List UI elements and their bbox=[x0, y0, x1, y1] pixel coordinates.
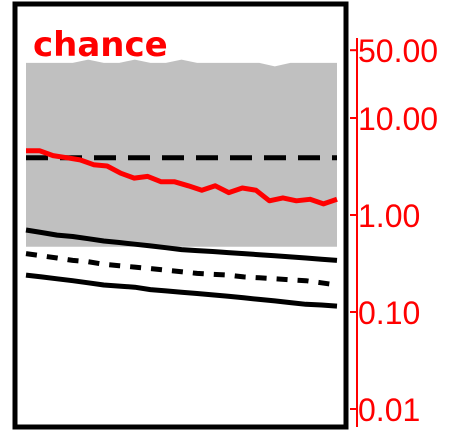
y-axis-ticks: 50.00 10.00 1.00 0.10 0.01 bbox=[350, 33, 438, 428]
plot-area bbox=[25, 59, 338, 309]
y-tick-label: 50.00 bbox=[358, 33, 438, 69]
y-tick-label: 1.00 bbox=[358, 198, 420, 234]
black-dotted-line-series-4 bbox=[25, 251, 338, 288]
black-solid-line-series-5 bbox=[25, 272, 338, 309]
chance-band bbox=[26, 59, 337, 247]
chart-title: chance bbox=[33, 25, 168, 65]
red-solid-line-series-2 bbox=[26, 148, 338, 207]
y-tick-label: 10.00 bbox=[358, 101, 438, 137]
plot-frame bbox=[12, 1, 349, 430]
y-tick-label: 0.10 bbox=[358, 295, 420, 331]
black-solid-line-series-3 bbox=[25, 227, 338, 263]
y-tick-label: 0.01 bbox=[358, 392, 420, 428]
